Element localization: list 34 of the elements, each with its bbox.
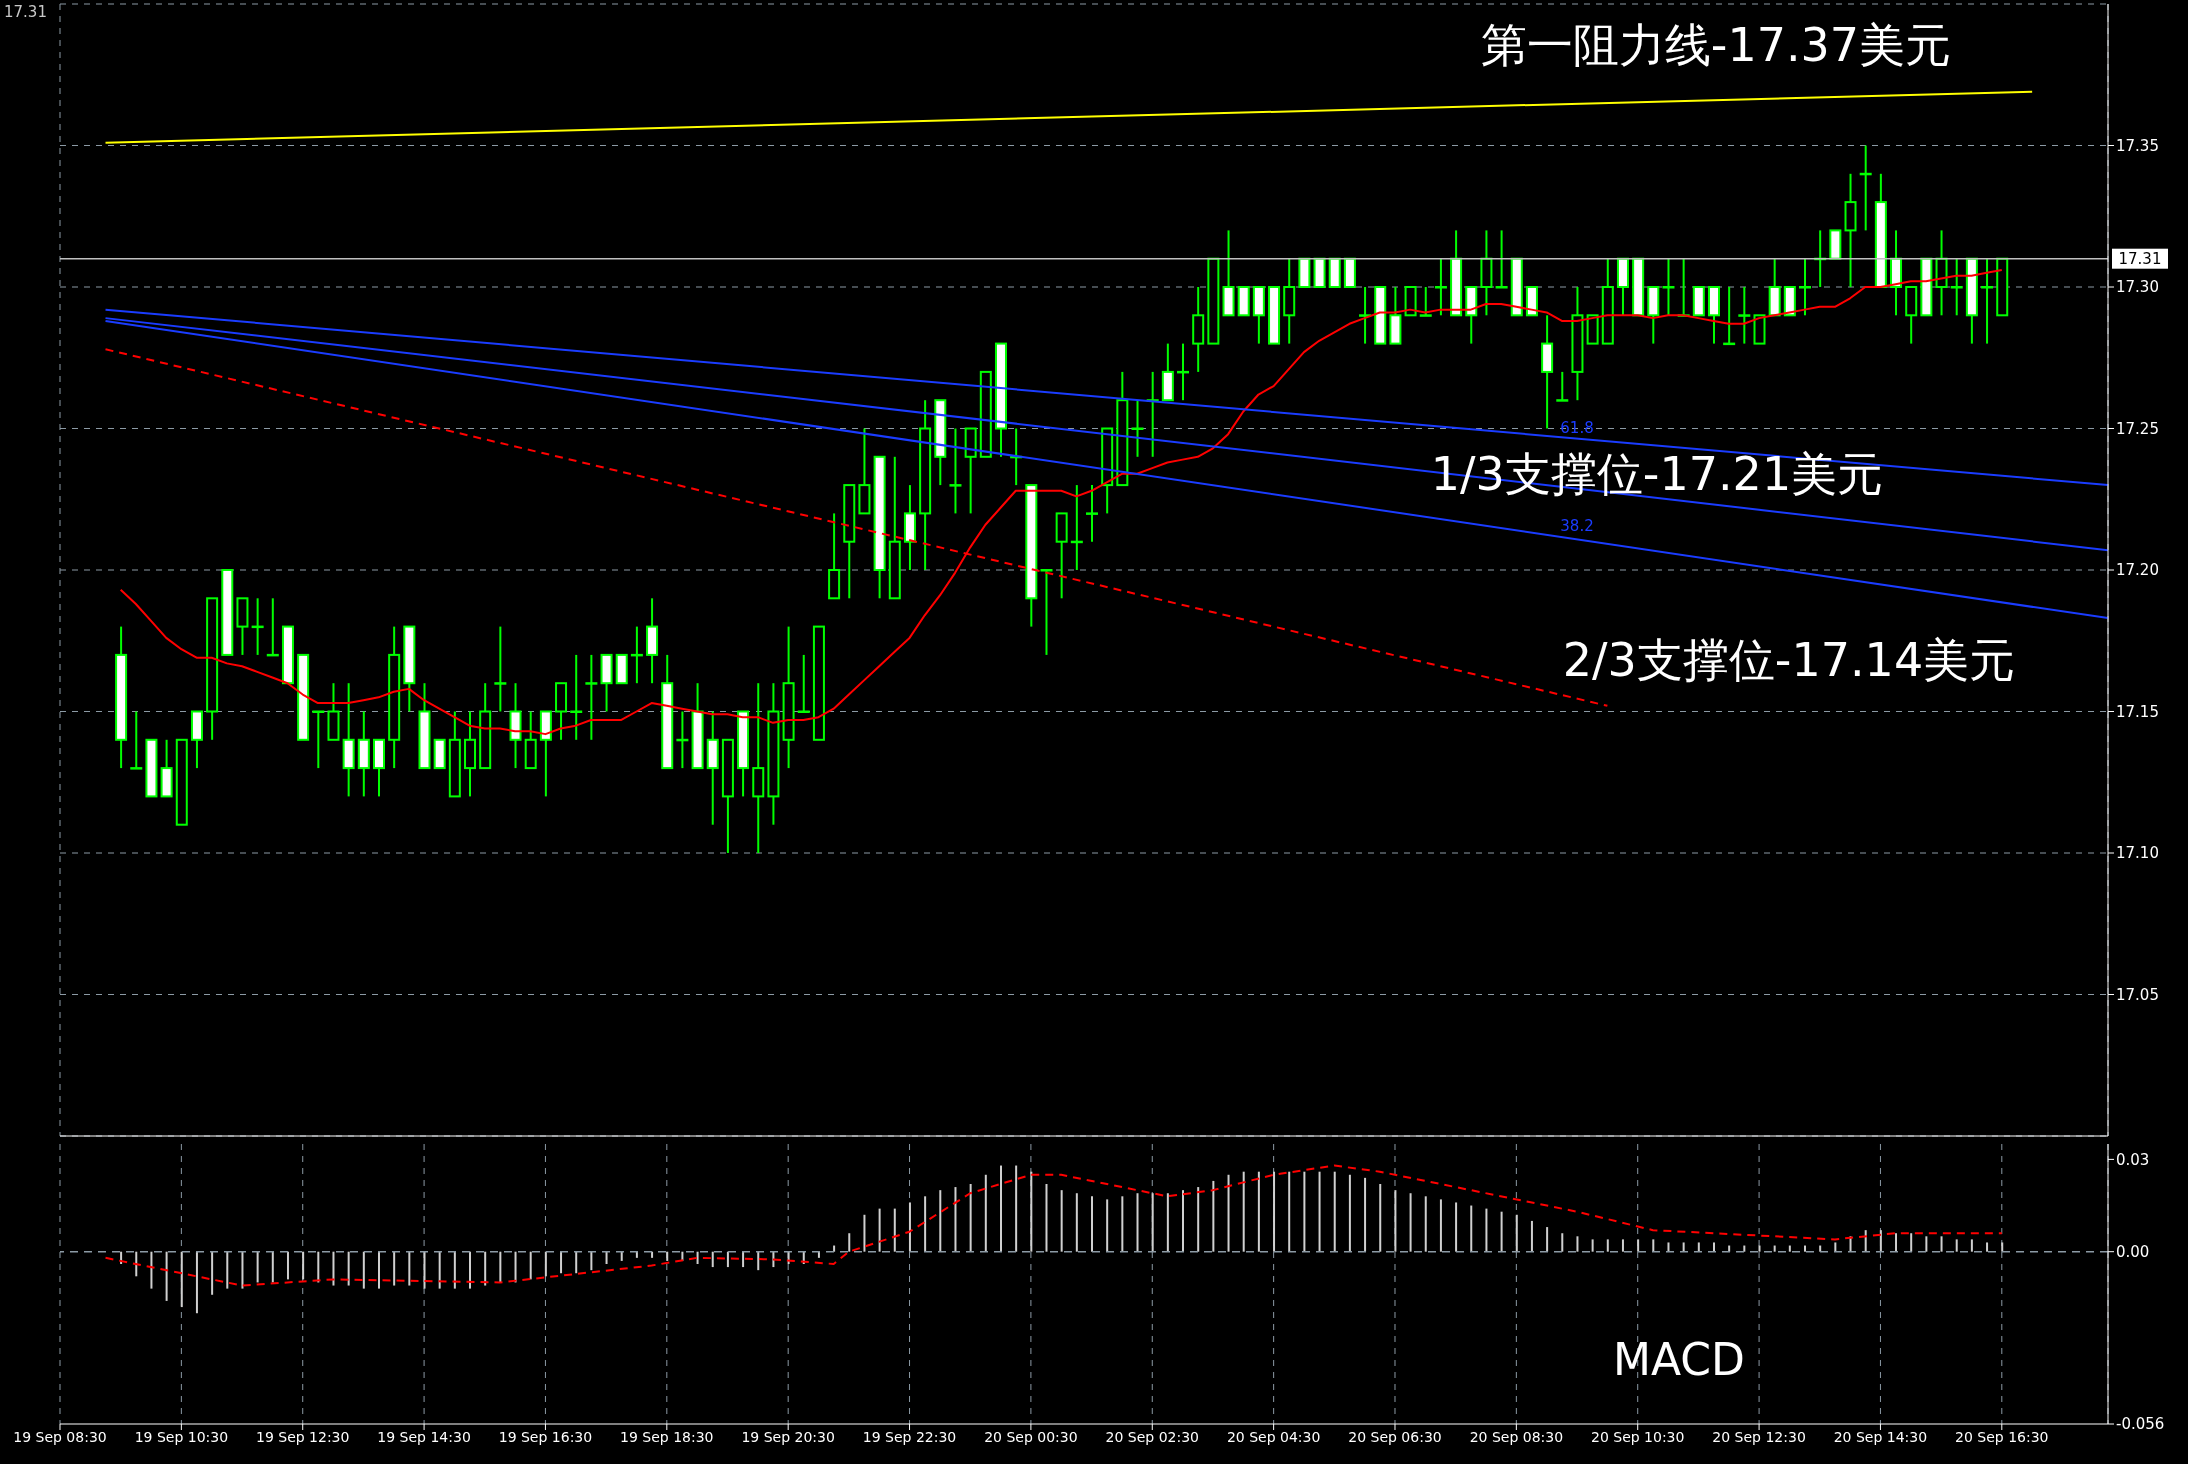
y-tick-label: 17.25	[2116, 419, 2159, 438]
x-tick-label: 20 Sep 04:30	[1226, 1428, 1321, 1445]
x-tick-label: 19 Sep 20:30	[741, 1428, 835, 1445]
annotation: 61.8	[1560, 418, 1594, 437]
x-tick-label: 20 Sep 00:30	[984, 1428, 1078, 1445]
x-tick-label: 20 Sep 12:30	[1712, 1428, 1806, 1445]
x-tick-label: 20 Sep 02:30	[1105, 1428, 1199, 1445]
ref-line-label: 17.31	[2118, 249, 2162, 268]
y-tick-label: -0.056	[2116, 1415, 2165, 1434]
x-tick-label: 20 Sep 06:30	[1348, 1428, 1442, 1445]
y-tick-label: 17.35	[2116, 136, 2159, 155]
x-tick-label: 20 Sep 16:30	[1955, 1428, 2049, 1445]
x-tick-label: 19 Sep 10:30	[134, 1428, 229, 1445]
y-tick-label: 17.20	[2116, 561, 2159, 580]
y-tick-label: 17.10	[2116, 844, 2159, 863]
x-tick-label: 19 Sep 18:30	[620, 1428, 714, 1445]
x-tick-label: 20 Sep 10:30	[1590, 1428, 1685, 1445]
x-tick-label: 20 Sep 14:30	[1833, 1428, 1928, 1445]
annotation: 38.2	[1560, 516, 1594, 535]
y-tick-label: 17.30	[2116, 278, 2159, 297]
x-tick-label: 19 Sep 08:30	[13, 1428, 107, 1445]
y-tick-label: 17.05	[2116, 985, 2159, 1004]
x-tick-label: 20 Sep 08:30	[1469, 1428, 1564, 1445]
y-tick-label: 0.03	[2116, 1150, 2150, 1169]
y-tick-label: 0.00	[2116, 1243, 2150, 1262]
x-tick-label: 19 Sep 14:30	[377, 1428, 471, 1445]
x-tick-label: 19 Sep 22:30	[862, 1428, 957, 1445]
annotation: MACD	[1613, 1333, 1745, 1385]
x-tick-label: 19 Sep 12:30	[256, 1428, 350, 1445]
text: 17.31	[4, 3, 47, 21]
y-tick-label: 17.15	[2116, 702, 2159, 721]
annotation: 2/3支撑位-17.14美元	[1562, 632, 2016, 687]
x-tick-label: 19 Sep 16:30	[498, 1428, 593, 1445]
annotation: 第一阻力线-17.37美元	[1480, 17, 1952, 72]
